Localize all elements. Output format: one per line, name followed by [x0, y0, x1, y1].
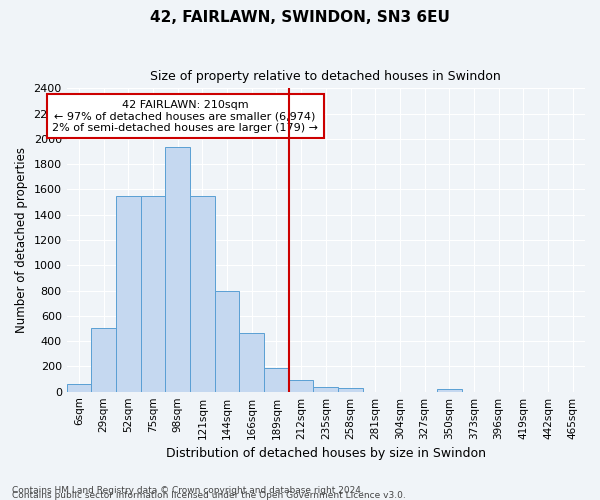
Bar [313, 386, 338, 392]
Bar [437, 388, 461, 392]
Bar [239, 333, 264, 392]
Bar [141, 196, 166, 392]
X-axis label: Distribution of detached houses by size in Swindon: Distribution of detached houses by size … [166, 447, 486, 460]
Title: Size of property relative to detached houses in Swindon: Size of property relative to detached ho… [151, 70, 501, 83]
Text: 42 FAIRLAWN: 210sqm
← 97% of detached houses are smaller (6,974)
2% of semi-deta: 42 FAIRLAWN: 210sqm ← 97% of detached ho… [52, 100, 318, 133]
Bar [264, 368, 289, 392]
Bar [338, 388, 363, 392]
Bar [166, 147, 190, 392]
Bar [289, 380, 313, 392]
Bar [67, 384, 91, 392]
Bar [190, 196, 215, 392]
Bar [116, 196, 141, 392]
Bar [215, 290, 239, 392]
Text: Contains public sector information licensed under the Open Government Licence v3: Contains public sector information licen… [12, 491, 406, 500]
Text: Contains HM Land Registry data © Crown copyright and database right 2024.: Contains HM Land Registry data © Crown c… [12, 486, 364, 495]
Bar [91, 328, 116, 392]
Text: 42, FAIRLAWN, SWINDON, SN3 6EU: 42, FAIRLAWN, SWINDON, SN3 6EU [150, 10, 450, 25]
Y-axis label: Number of detached properties: Number of detached properties [15, 147, 28, 333]
